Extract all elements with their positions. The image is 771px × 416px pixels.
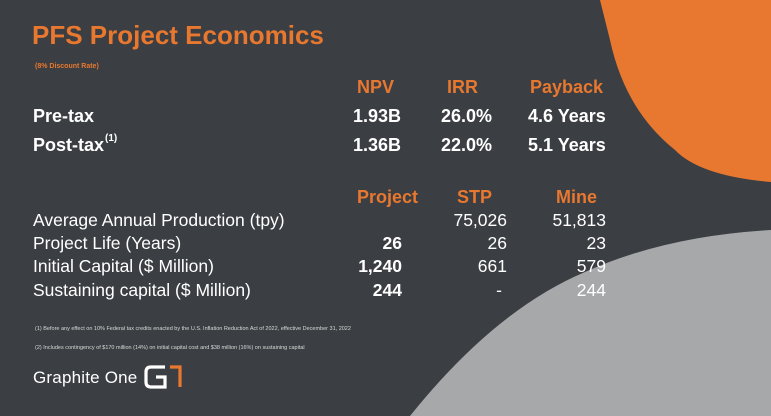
company-logo-text: Graphite One (33, 368, 138, 387)
row-label-sustaining-capital: Sustaining capital ($ Million) (33, 280, 251, 300)
row-label-pretax: Pre-tax (33, 106, 95, 126)
pretax-payback: 4.6 Years (528, 106, 606, 126)
sustaining-capital-mine: 244 (576, 280, 606, 300)
footnote-1: (1) Before any effect on 10% Federal tax… (35, 326, 351, 332)
row-label-initial-capital: Initial Capital ($ Million) (33, 256, 214, 276)
posttax-label-text: Post-tax (33, 135, 105, 155)
annual-production-stp: 75,026 (453, 210, 507, 230)
posttax-npv: 1.36B (353, 135, 402, 155)
row-label-project-life: Project Life (Years) (33, 233, 182, 253)
header-irr: IRR (447, 77, 478, 97)
posttax-irr: 22.0% (441, 135, 493, 155)
header-npv: NPV (357, 77, 395, 97)
row-label-posttax: Post-tax(1) (33, 133, 118, 156)
header-mine: Mine (556, 187, 598, 207)
header-payback: Payback (530, 77, 604, 97)
page-title: PFS Project Economics (32, 20, 324, 50)
header-project: Project (357, 187, 419, 207)
sustaining-capital-stp: - (496, 280, 502, 300)
grey-arc-shape (410, 230, 771, 416)
orange-arc-shape (600, 0, 771, 182)
project-life-project: 26 (382, 233, 402, 253)
pretax-npv: 1.93B (353, 106, 402, 126)
initial-capital-project: 1,240 (358, 256, 402, 276)
project-life-stp: 26 (487, 233, 507, 253)
footnote-2: (2) Includes contingency of $170 million… (35, 345, 305, 351)
initial-capital-mine: 579 (576, 256, 606, 276)
project-life-mine: 23 (586, 233, 606, 253)
posttax-payback: 5.1 Years (528, 135, 606, 155)
pretax-irr: 26.0% (441, 106, 493, 126)
sustaining-capital-project: 244 (372, 280, 402, 300)
graphite-one-logo-icon (144, 365, 182, 389)
row-label-annual-production: Average Annual Production (tpy) (33, 210, 285, 230)
header-stp: STP (457, 187, 493, 207)
footnote-ref-1: (1) (105, 133, 118, 144)
initial-capital-stp: 661 (477, 256, 507, 276)
page-subtitle: (8% Discount Rate) (35, 63, 99, 70)
annual-production-mine: 51,813 (552, 210, 606, 230)
